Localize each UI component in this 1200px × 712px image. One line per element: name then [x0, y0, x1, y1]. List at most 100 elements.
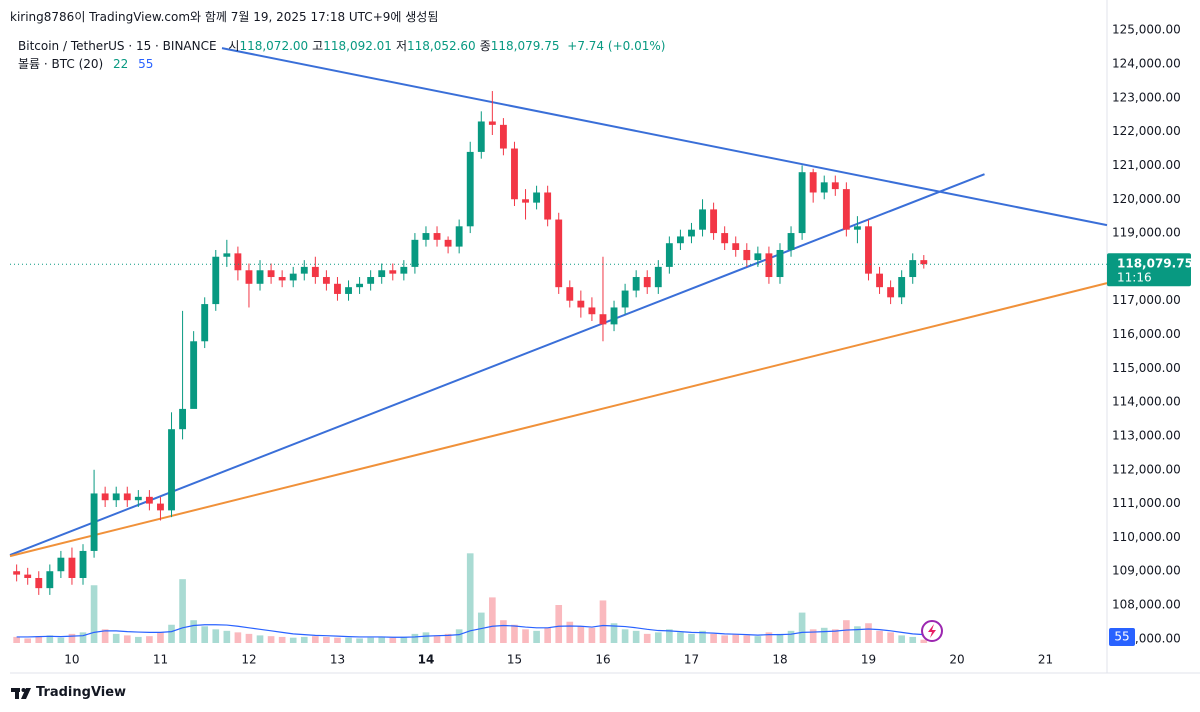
candle-body — [345, 287, 352, 294]
legend-price: Bitcoin / TetherUS · 15 · BINANCE 시118,0… — [18, 37, 665, 54]
alert-icon — [921, 620, 943, 642]
candle-body — [588, 307, 596, 315]
legend-volume-value: 22 — [113, 57, 129, 71]
y-tick-label: 120,000.00 — [1112, 192, 1181, 206]
y-tick-label: 121,000.00 — [1112, 158, 1181, 172]
volume-bar — [666, 629, 673, 643]
volume-bar — [367, 637, 374, 643]
legend-value: 118,072.00 — [239, 39, 309, 53]
candle-body — [300, 266, 308, 274]
candle-body — [710, 209, 718, 234]
candle-body — [245, 270, 253, 284]
candle-body — [898, 277, 906, 298]
volume-bar — [278, 636, 286, 643]
volume-bar — [798, 612, 806, 643]
volume-bar — [245, 633, 253, 643]
y-tick-label: 125,000.00 — [1112, 23, 1181, 37]
candle-body — [212, 256, 220, 305]
volume-bar — [267, 636, 275, 643]
x-tick-label: 20 — [949, 653, 964, 667]
legend-volume-ma: 55 — [138, 57, 154, 71]
y-tick-label: 123,000.00 — [1112, 90, 1181, 104]
candle-body — [865, 226, 872, 274]
volume-bar — [289, 637, 297, 643]
candle-body — [278, 277, 286, 281]
y-tick-label: 111,000.00 — [1112, 496, 1181, 510]
legend-change: +7.74 (+0.01%) — [567, 39, 666, 53]
volume-bar — [101, 629, 109, 643]
volume-bar — [566, 621, 574, 643]
volume-bar — [466, 553, 474, 643]
volume-bar — [378, 636, 386, 643]
volume-bar — [477, 612, 485, 643]
x-tick-label: 13 — [330, 653, 345, 667]
candle-body — [422, 233, 430, 240]
candle-body — [90, 493, 98, 551]
header-text: kiring8786이 TradingView.com와 함께 7월 19, 2… — [10, 10, 439, 24]
y-tick-label: 109,000.00 — [1112, 564, 1181, 578]
volume-bar — [46, 635, 54, 643]
volume-bar — [168, 624, 175, 643]
volume-bar — [35, 636, 43, 643]
countdown-label: 11:16 — [1117, 271, 1152, 285]
y-tick-label: 112,000.00 — [1112, 462, 1181, 476]
volume-bar — [24, 638, 32, 643]
volume-bar — [787, 630, 795, 643]
candle-body — [544, 192, 552, 220]
volume-bar — [909, 636, 917, 643]
legend-volume: 볼륨 · BTC (20) 22 55 — [18, 55, 153, 72]
candle-body — [632, 277, 640, 291]
y-tick-label: 108,000.00 — [1112, 598, 1181, 612]
candle-body — [112, 493, 120, 501]
volume-bar — [334, 637, 341, 643]
volume-bar — [654, 632, 662, 643]
candle-body — [809, 172, 817, 193]
volume-bar — [323, 636, 330, 643]
candle-body — [477, 121, 485, 152]
axes: 107,000.00108,000.00109,000.00110,000.00… — [10, 23, 1193, 667]
volume-bar — [876, 630, 883, 643]
x-tick-label: 11 — [153, 653, 168, 667]
candle-body — [466, 151, 474, 227]
volume-bar — [533, 630, 540, 643]
candle-body — [743, 249, 751, 261]
candle-body — [101, 493, 109, 501]
volume-bar — [234, 632, 242, 643]
candle-body — [57, 557, 65, 572]
candle-body — [721, 233, 729, 244]
candle-body — [322, 277, 330, 284]
volume-bar — [190, 620, 197, 643]
candle-body — [267, 270, 275, 278]
volume-bar — [854, 626, 861, 643]
legend-key: 시 — [228, 39, 240, 53]
legend-value: 118,092.01 — [323, 39, 392, 53]
x-tick-label: 10 — [64, 653, 79, 667]
volume-ma-badge — [1109, 628, 1135, 646]
candle-body — [356, 283, 364, 288]
candle-body — [179, 408, 187, 430]
volume-bar — [776, 633, 784, 643]
volume-bar — [610, 623, 618, 643]
volume-bar — [356, 638, 363, 643]
candle-body — [455, 226, 463, 247]
x-tick-label: 12 — [241, 653, 256, 667]
x-tick-label: 15 — [507, 653, 522, 667]
candle-body — [876, 273, 883, 288]
trend-line — [221, 47, 1108, 227]
candle-body — [311, 266, 319, 278]
volume-bar — [444, 633, 452, 643]
volume-bar — [544, 627, 551, 643]
candle-body — [488, 121, 496, 125]
volume-ma-badge-label: 55 — [1114, 630, 1129, 644]
volume-bar — [400, 636, 408, 643]
volume-bar — [13, 636, 20, 643]
volume-bar — [300, 636, 308, 643]
volume-bar — [455, 629, 463, 643]
candle-body — [798, 172, 806, 234]
volume-ma-line — [16, 624, 924, 638]
candle-body — [79, 550, 87, 578]
volume-bar — [90, 585, 98, 643]
candle-body — [699, 209, 706, 230]
volume-bar — [68, 633, 76, 643]
candle-body — [787, 233, 795, 250]
